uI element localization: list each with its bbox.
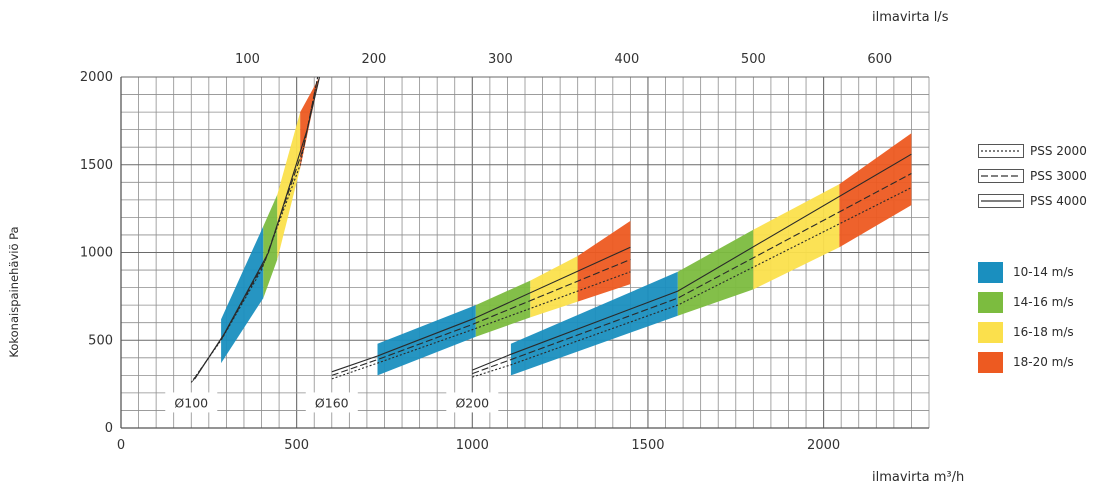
legend-item-velocity: 18-20 m/s	[978, 347, 1087, 377]
y-tick-label: 0	[105, 421, 113, 436]
solid-line-icon	[978, 193, 1024, 208]
bottom-axis-title: ilmavirta m³/h	[872, 470, 964, 485]
duct-label-bg	[165, 392, 218, 413]
x-tick-label-top: 200	[362, 52, 387, 67]
velocity-band	[677, 229, 754, 316]
dotted-line-icon	[978, 143, 1024, 158]
duct-label-bg	[446, 392, 499, 413]
top-axis-title: ilmavirta l/s	[872, 10, 949, 25]
legend-item-pss3000: PSS 3000	[978, 163, 1087, 188]
legend-label: 14-16 m/s	[1013, 295, 1074, 309]
dashed-line-icon	[978, 168, 1024, 183]
pressure-line	[472, 187, 912, 378]
x-tick-label-bottom: 500	[284, 438, 309, 453]
color-swatch	[978, 321, 1003, 343]
pressure-line	[331, 258, 631, 376]
x-tick-label-top: 500	[741, 52, 766, 67]
y-tick-label: 2000	[80, 70, 113, 85]
legend-item-velocity: 14-16 m/s	[978, 287, 1087, 317]
duct-label: Ø100	[174, 395, 208, 410]
x-tick-label-bottom: 1000	[456, 438, 489, 453]
x-tick-label-top: 300	[488, 52, 513, 67]
legend: PSS 2000 PSS 3000 PSS 4000 10-14 m/s 14-…	[978, 138, 1087, 377]
velocity-legend: 10-14 m/s 14-16 m/s 16-18 m/s 18-20 m/s	[978, 257, 1087, 377]
chart-labels: 0 500 1000 1500 2000 0 500 1000 1500 2000 100 200 30…	[80, 52, 892, 453]
chart-axes	[120, 77, 929, 429]
legend-label: PSS 3000	[1030, 168, 1087, 183]
color-swatch	[978, 261, 1003, 283]
pressure-line	[194, 76, 321, 380]
x-tick-label-top: 600	[867, 52, 892, 67]
x-tick-label-bottom: 2000	[807, 438, 840, 453]
pressure-line	[331, 271, 631, 380]
y-axis-title: Kokonaispainehäviö Pa	[7, 226, 21, 358]
velocity-band	[377, 305, 476, 376]
color-swatch	[978, 291, 1003, 313]
velocity-bands	[221, 77, 912, 376]
legend-label: PSS 2000	[1030, 143, 1087, 158]
x-tick-label-bottom: 1500	[631, 438, 664, 453]
x-tick-label-top: 100	[235, 52, 260, 67]
velocity-band	[530, 256, 578, 318]
bottom-axis-title-text: ilmavirta m³/h	[872, 470, 965, 485]
x-tick-label-top: 400	[614, 52, 639, 67]
duct-label: Ø160	[315, 395, 349, 410]
legend-label: 16-18 m/s	[1013, 325, 1074, 339]
y-tick-label: 1000	[80, 246, 113, 261]
velocity-band	[577, 220, 631, 302]
legend-label: 10-14 m/s	[1013, 265, 1074, 279]
pressure-lines	[190, 76, 912, 383]
y-tick-label: 500	[88, 333, 113, 348]
color-swatch	[978, 351, 1003, 373]
pressure-line	[331, 246, 631, 373]
velocity-band	[475, 280, 531, 337]
legend-label: PSS 4000	[1030, 193, 1087, 208]
pressure-line	[472, 153, 912, 371]
velocity-band	[753, 184, 840, 290]
velocity-band	[277, 112, 301, 260]
velocity-band	[221, 226, 264, 364]
legend-label: 18-20 m/s	[1013, 355, 1074, 369]
duct-label: Ø200	[455, 395, 489, 410]
x-tick-label-bottom: 0	[117, 438, 125, 453]
velocity-band	[839, 133, 912, 248]
legend-item-pss4000: PSS 4000	[978, 188, 1087, 213]
pressure-line	[190, 76, 319, 383]
legend-item-velocity: 16-18 m/s	[978, 317, 1087, 347]
pressure-line	[472, 173, 912, 375]
legend-item-pss2000: PSS 2000	[978, 138, 1087, 163]
duct-label-bg	[305, 392, 358, 413]
y-tick-label: 1500	[80, 158, 113, 173]
legend-item-velocity: 10-14 m/s	[978, 257, 1087, 287]
